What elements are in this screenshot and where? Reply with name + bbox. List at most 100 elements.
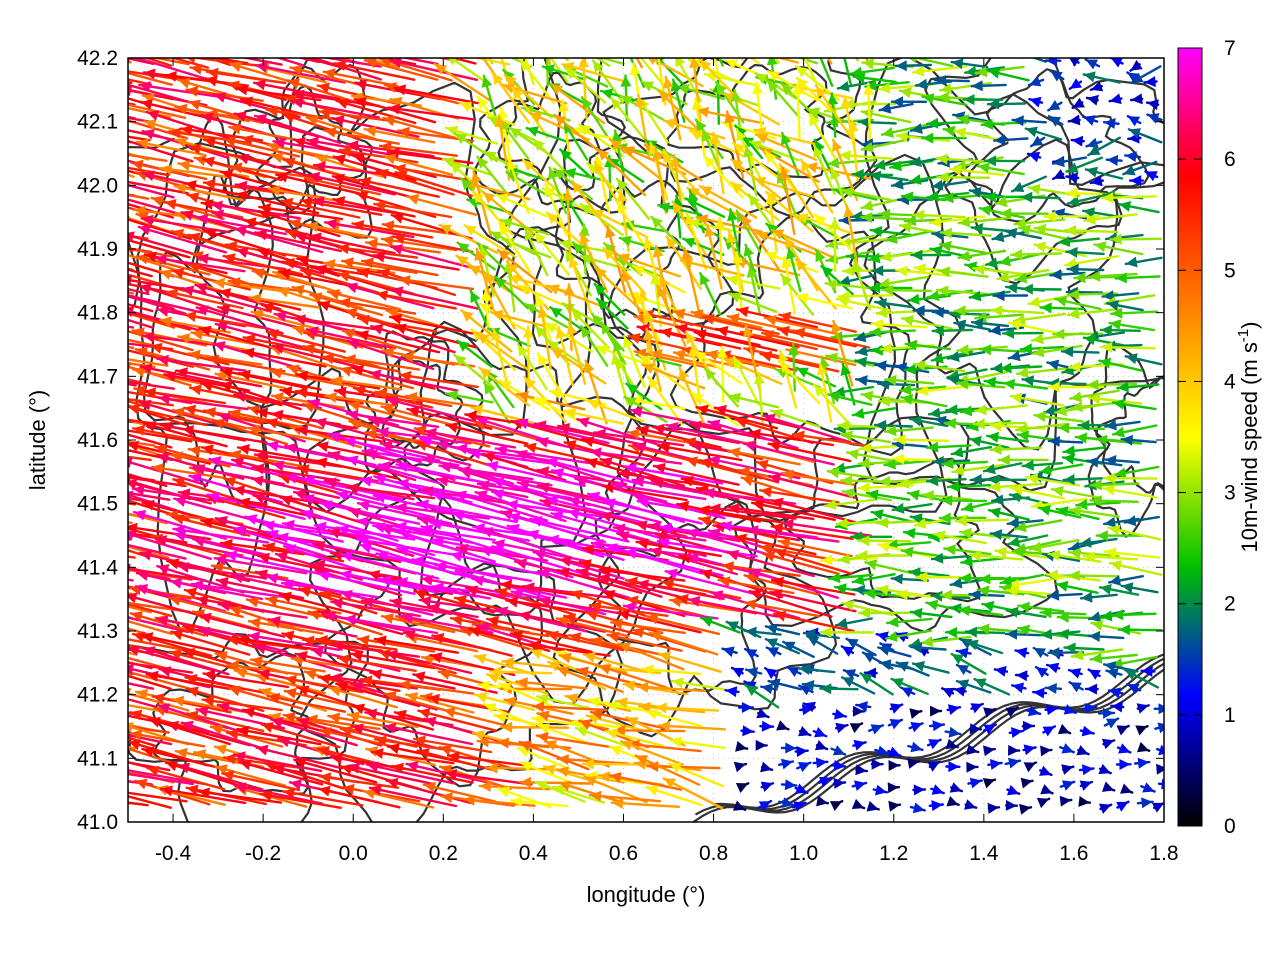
wind-vector-head — [861, 212, 872, 223]
wind-vector-head — [760, 487, 772, 498]
wind-vector-shaft — [93, 149, 166, 161]
wind-vector — [65, 399, 133, 421]
wind-vector — [1013, 115, 1046, 126]
wind-vector-head — [120, 275, 132, 286]
wind-vector-head — [113, 99, 125, 110]
wind-vector-head — [489, 22, 500, 34]
wind-vector — [1017, 367, 1067, 378]
wind-vector-head — [106, 209, 118, 219]
wind-vector-head — [877, 517, 888, 528]
wind-vector-head — [994, 134, 1005, 145]
wind-vector — [501, 218, 549, 234]
wind-vector-head — [875, 420, 886, 431]
wind-vector-head — [100, 99, 112, 110]
wind-vector — [1070, 78, 1082, 89]
wind-vector-head — [108, 77, 120, 88]
wind-vector-head — [1023, 460, 1034, 471]
wind-vector-head — [91, 284, 103, 295]
wind-vector-head — [189, 445, 201, 456]
wind-vector-shaft — [1013, 50, 1046, 61]
wind-vector-head — [45, 311, 57, 322]
wind-vector-head — [896, 60, 907, 71]
wind-vector-head — [993, 231, 1005, 242]
wind-vector — [779, 361, 819, 403]
wind-vector-head — [256, 41, 268, 52]
wind-vector-head — [829, 17, 840, 29]
wind-vector-head — [528, 26, 540, 37]
wind-vector — [49, 85, 135, 105]
wind-vector — [913, 66, 966, 77]
wind-vector-head — [1084, 71, 1096, 82]
wind-vector-head — [99, 536, 111, 547]
wind-vector — [747, 266, 760, 313]
wind-vector-head — [60, 275, 72, 286]
wind-vector-head — [515, 32, 525, 44]
wind-vector-head — [65, 383, 77, 393]
wind-vector-head — [1086, 167, 1098, 178]
wind-vector — [1086, 167, 1122, 179]
wind-vector — [1053, 169, 1065, 179]
wind-vector-head — [82, 353, 94, 364]
wind-vector — [460, 102, 514, 125]
wind-vector-head — [734, 43, 746, 54]
wind-vector-head — [287, 38, 299, 48]
wind-vector-head — [542, 37, 553, 48]
wind-vector — [1110, 93, 1122, 104]
wind-vector-shaft — [56, 221, 131, 238]
wind-vector — [1104, 473, 1157, 484]
wind-vector-head — [51, 366, 63, 377]
wind-vector-head — [174, 496, 186, 507]
wind-vector-head — [1021, 192, 1032, 203]
wind-vector-head — [741, 215, 752, 227]
wind-vector-head — [1069, 570, 1080, 581]
wind-vector-shaft — [60, 330, 133, 348]
wind-vector — [848, 121, 859, 181]
wind-vector-head — [613, 16, 625, 28]
wind-vector-head — [68, 153, 80, 164]
wind-vector-head — [1065, 225, 1076, 236]
wind-vector-shaft — [102, 529, 186, 542]
wind-vector-head — [1063, 454, 1075, 465]
wind-vector — [782, 519, 871, 536]
wind-vector-head — [658, 202, 670, 213]
wind-vector-shaft — [399, 532, 495, 562]
wind-vector-shaft — [81, 595, 151, 612]
wind-vector-head — [1109, 525, 1121, 536]
wind-vector-head — [332, 47, 344, 58]
wind-vector-head — [340, 366, 352, 377]
wind-vector-head — [49, 85, 61, 96]
wind-vector-head — [922, 133, 933, 144]
wind-vector-head — [989, 507, 1001, 518]
wind-vector — [394, 40, 475, 64]
wind-vector-head — [991, 305, 1002, 316]
wind-vector-head — [1034, 411, 1046, 422]
wind-vector — [944, 544, 990, 555]
wind-vector-head — [384, 154, 396, 165]
wind-vector-head — [843, 6, 853, 18]
wind-vector-head — [994, 290, 1005, 301]
wind-vector-head — [653, 36, 665, 46]
wind-vector-shaft — [841, 45, 851, 86]
wind-vector-head — [1013, 115, 1024, 126]
wind-vector-shaft — [528, 26, 567, 60]
wind-vector — [1086, 60, 1099, 70]
wind-vector-head — [902, 315, 914, 326]
wind-vector-head — [338, 271, 350, 282]
wind-vector-head — [926, 600, 938, 611]
wind-vector-head — [900, 87, 912, 98]
wind-vector — [1029, 76, 1043, 86]
wind-vector-head — [451, 551, 463, 562]
wind-vector-head — [52, 98, 64, 109]
wind-vector-head — [487, 461, 499, 472]
wind-vector-head — [58, 486, 70, 497]
wind-vector — [46, 201, 128, 217]
wind-vector-head — [54, 415, 66, 426]
wind-vector-head — [629, 43, 640, 55]
wind-vector-head — [65, 103, 77, 114]
wind-vector — [952, 447, 991, 458]
wind-vector-shaft — [577, 17, 585, 61]
wind-vector-shaft — [65, 401, 133, 421]
wind-vector — [1069, 361, 1123, 372]
wind-vector — [48, 451, 129, 479]
wind-vector-head — [88, 157, 100, 168]
